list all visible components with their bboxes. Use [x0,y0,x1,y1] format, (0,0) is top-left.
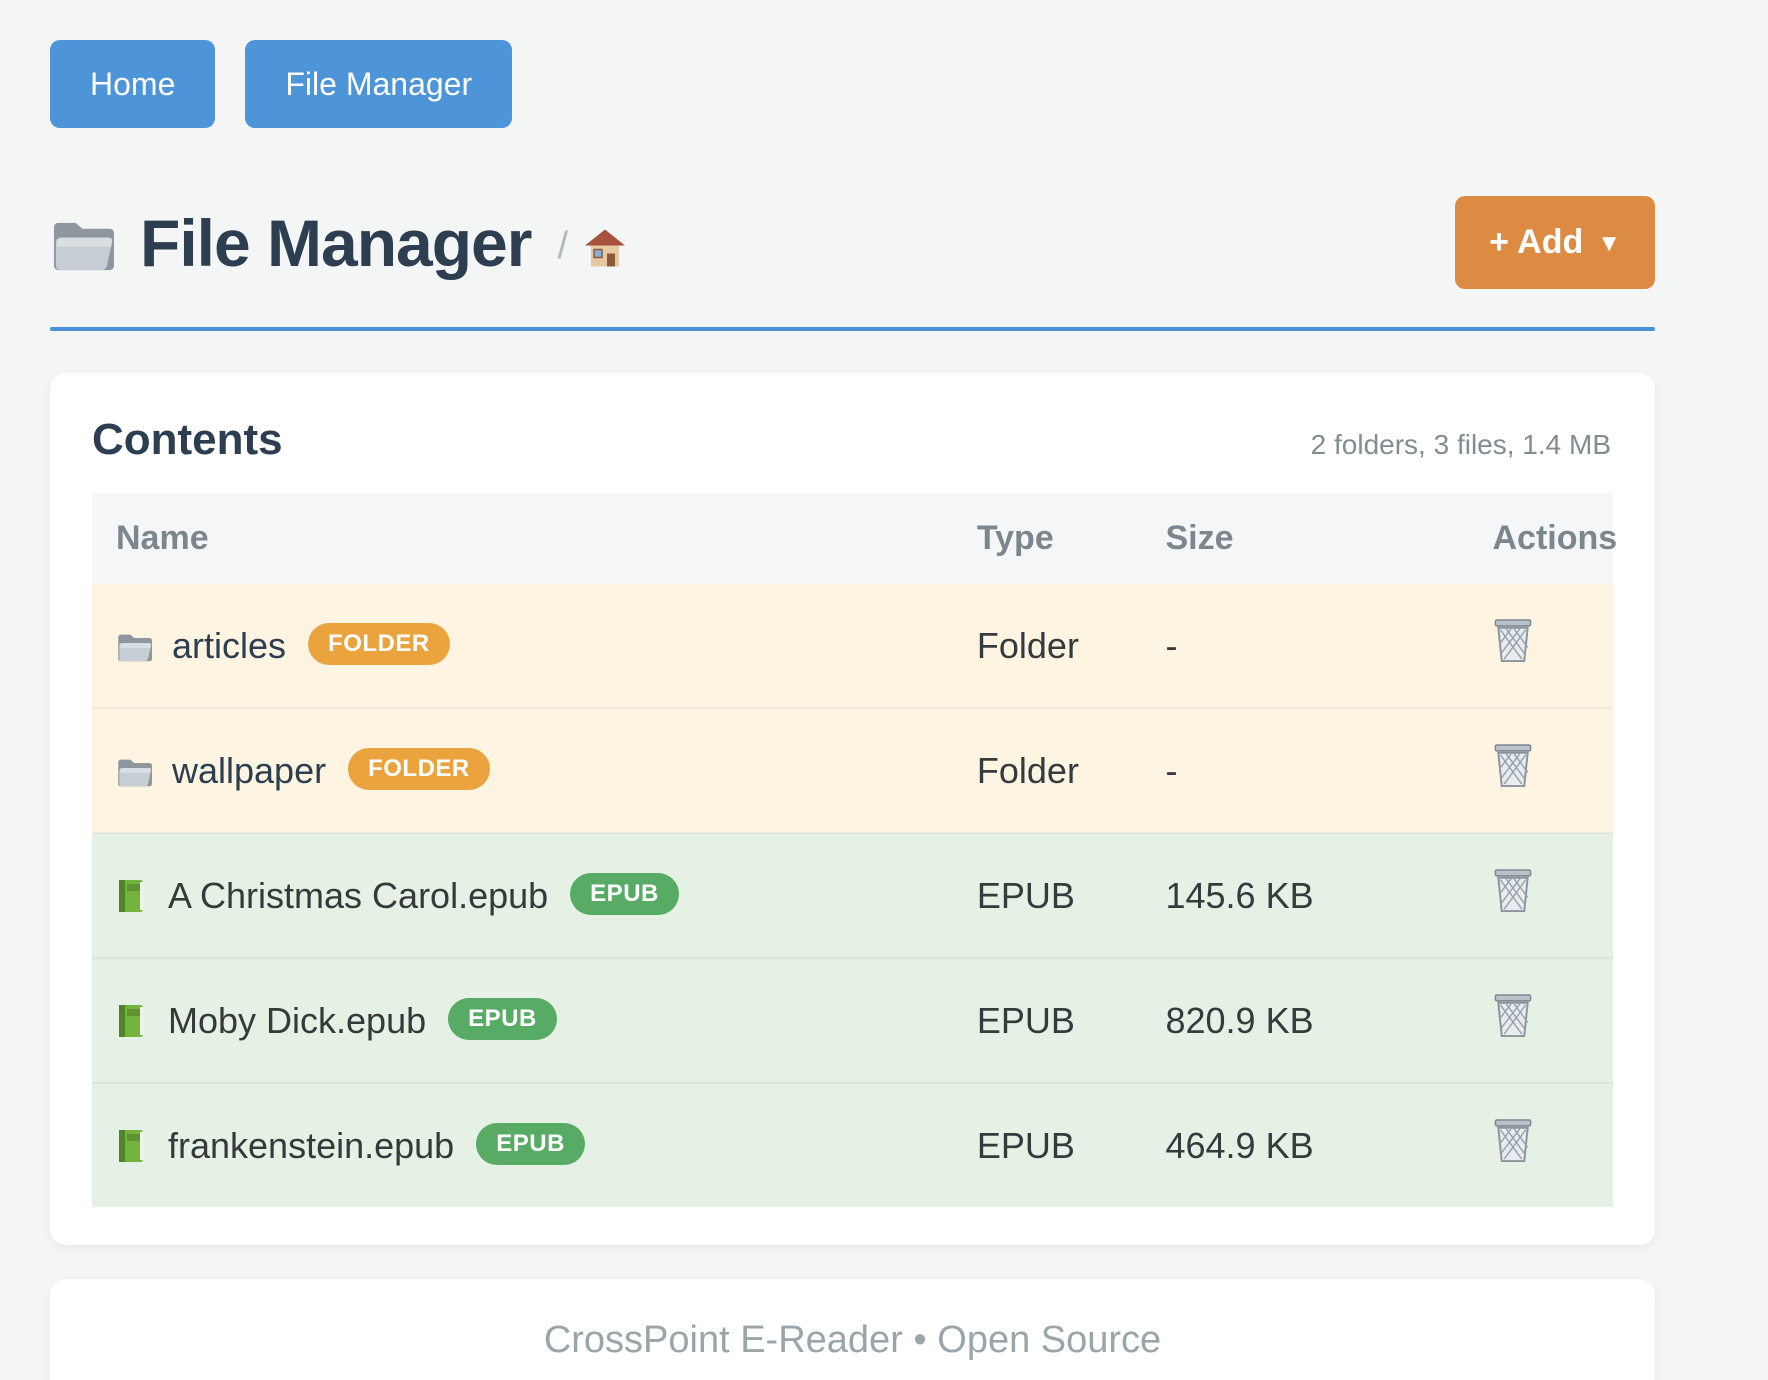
folder-icon [53,222,114,270]
add-button[interactable]: + Add ▼ [1455,196,1655,289]
type-badge: FOLDER [348,747,490,790]
contents-heading: Contents [92,415,283,464]
item-name[interactable]: frankenstein.epub [168,1124,455,1166]
add-button-label: + Add [1489,223,1584,261]
contents-header: Contents 2 folders, 3 files, 1.4 MB [92,411,1613,465]
item-size: - [1165,624,1178,666]
item-name[interactable]: articles [172,624,287,666]
type-badge: EPUB [448,997,557,1040]
type-badge: FOLDER [308,622,450,665]
delete-button[interactable] [1492,1118,1534,1164]
item-size: 464.9 KB [1165,1124,1314,1166]
table-row: Moby Dick.epub EPUB EPUB 820.9 KB [92,958,1613,1083]
column-header-type: Type [952,493,1142,584]
delete-button[interactable] [1492,993,1534,1039]
trash-icon [1494,1118,1533,1163]
item-type: EPUB [976,874,1075,916]
item-type: Folder [976,749,1079,791]
item-type: EPUB [976,1124,1075,1166]
trash-icon [1494,868,1533,913]
column-header-size: Size [1141,493,1469,584]
delete-button[interactable] [1492,618,1534,664]
folder-icon [118,759,152,786]
trash-icon [1494,993,1533,1038]
book-icon [119,1129,144,1162]
type-badge: EPUB [476,1122,585,1165]
book-icon [119,1004,144,1037]
nav-file-manager-button[interactable]: File Manager [245,40,513,128]
table-row: wallpaper FOLDER Folder - [92,708,1613,833]
item-size: 820.9 KB [1165,999,1314,1041]
home-icon[interactable] [584,228,626,268]
item-name[interactable]: A Christmas Carol.epub [168,874,549,916]
contents-card: Contents 2 folders, 3 files, 1.4 MB Name… [50,373,1655,1245]
type-badge: EPUB [570,872,679,915]
page-header: File Manager / + Add ▼ [50,196,1655,289]
item-name[interactable]: wallpaper [172,749,327,791]
page: Home File Manager File Manager / + Add ▼… [50,0,1655,1380]
trash-icon [1494,743,1533,788]
contents-summary: 2 folders, 3 files, 1.4 MB [1310,429,1611,460]
title-group: File Manager / [50,205,626,281]
chevron-down-icon: ▼ [1597,229,1621,257]
delete-button[interactable] [1492,743,1534,789]
item-name[interactable]: Moby Dick.epub [168,999,427,1041]
file-table: Name Type Size Actions articles FOLDER [92,493,1617,1207]
nav-home-button[interactable]: Home [50,40,216,128]
breadcrumb-separator: / [557,225,569,267]
trash-icon [1494,618,1533,663]
folder-icon [118,634,152,661]
table-row: A Christmas Carol.epub EPUB EPUB 145.6 K… [92,833,1613,958]
page-title: File Manager [140,205,532,280]
top-nav: Home File Manager [50,40,1655,128]
table-row: articles FOLDER Folder - [92,584,1613,708]
header-divider [50,327,1655,331]
item-size: - [1165,749,1178,791]
item-size: 145.6 KB [1165,874,1314,916]
table-row: frankenstein.epub EPUB EPUB 464.9 KB [92,1083,1613,1207]
footer-text: CrossPoint E-Reader • Open Source [543,1319,1162,1361]
column-header-actions: Actions [1468,493,1617,584]
book-icon [119,879,144,912]
column-header-name: Name [92,493,953,584]
delete-button[interactable] [1492,868,1534,914]
table-header-row: Name Type Size Actions [92,493,1617,584]
item-type: Folder [976,624,1079,666]
item-type: EPUB [976,999,1075,1041]
footer-card: CrossPoint E-Reader • Open Source [50,1279,1655,1380]
